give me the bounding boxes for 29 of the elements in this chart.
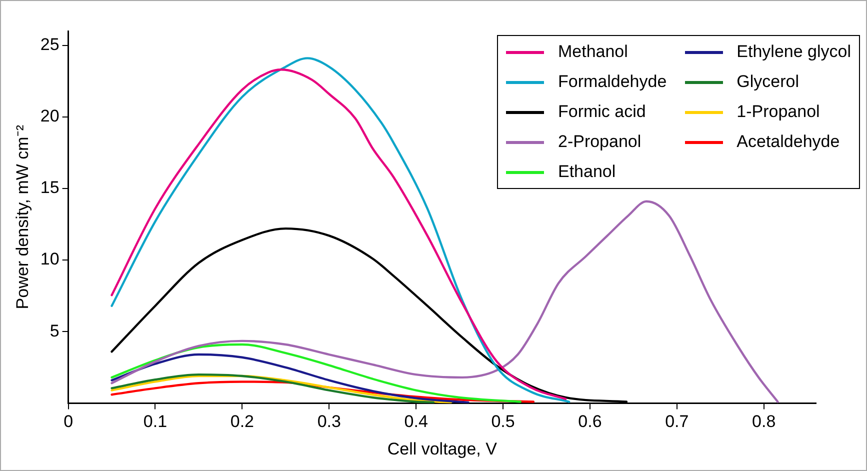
y-tick-label: 5 <box>50 321 60 340</box>
x-tick-label: 0.4 <box>404 412 428 432</box>
x-tick-label: 0.6 <box>578 412 602 432</box>
legend-label: 1-Propanol <box>736 102 820 122</box>
y-tick-label: 15 <box>40 178 60 198</box>
x-tick-label: 0.8 <box>752 412 776 432</box>
line-series <box>110 200 779 403</box>
legend-label: Glycerol <box>736 72 800 92</box>
x-tick-label: 0.2 <box>230 412 254 432</box>
x-axis-title: Cell voltage, V <box>387 439 498 458</box>
x-tick-label: 0 <box>64 412 74 432</box>
y-tick-label: 20 <box>40 106 60 126</box>
legend-label: Ethanol <box>558 162 616 182</box>
y-tick-label: 10 <box>40 250 60 269</box>
legend-label: Ethylene glycol <box>736 42 851 62</box>
legend-label: Formaldehyde <box>558 72 667 92</box>
line-series <box>110 343 522 403</box>
x-tick-label: 0.3 <box>317 412 341 432</box>
legend-label: 2-Propanol <box>558 132 642 152</box>
x-tick-label: 0.5 <box>491 412 515 432</box>
x-tick-label: 0.1 <box>143 412 168 432</box>
x-tick-label: 0.7 <box>665 412 689 432</box>
line-series <box>110 353 470 404</box>
legend-label: Formic acid <box>558 102 646 122</box>
legend-label: Acetaldehyde <box>736 132 840 152</box>
line-series <box>110 380 535 403</box>
legend-label: Methanol <box>558 42 628 62</box>
y-axis-title: Power density, mW cm⁻² <box>12 124 32 310</box>
y-tick-label: 25 <box>40 35 60 54</box>
